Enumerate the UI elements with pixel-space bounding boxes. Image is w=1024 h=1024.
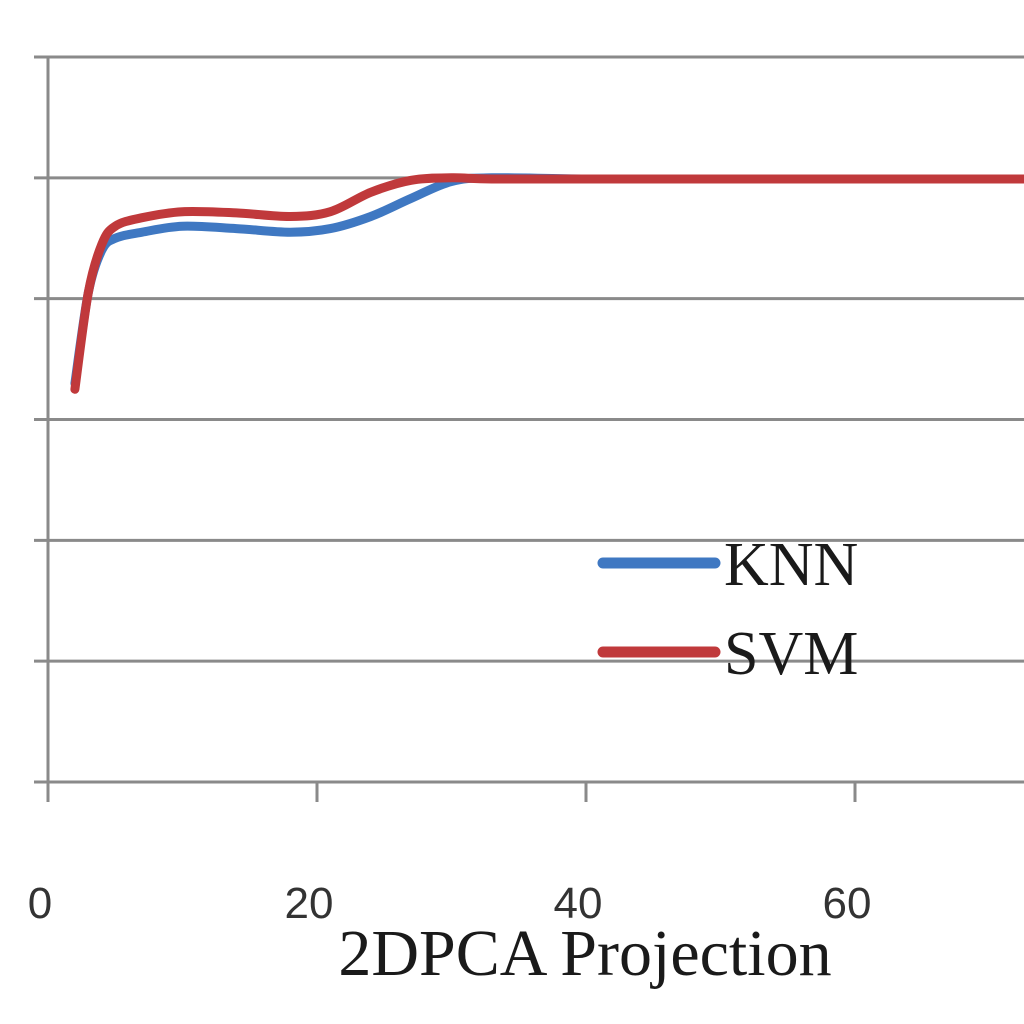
legend-label-knn: KNN [724, 531, 858, 599]
x-tick-label-40: 40 [554, 879, 603, 928]
legend: KNN SVM [597, 531, 858, 688]
x-tick-marks [46, 782, 857, 802]
x-tick-label-20: 20 [285, 879, 334, 928]
x-tick-labels: 0 20 40 60 [28, 879, 872, 928]
x-tick-label-0: 0 [28, 879, 52, 928]
series-line-svm [70, 173, 1024, 394]
x-axis-title: 2DPCA Projection [338, 917, 831, 990]
legend-label-svm: SVM [724, 620, 858, 688]
gridlines [34, 55, 1024, 784]
x-tick-label-60: 60 [823, 879, 872, 928]
series-lines [70, 173, 1024, 394]
